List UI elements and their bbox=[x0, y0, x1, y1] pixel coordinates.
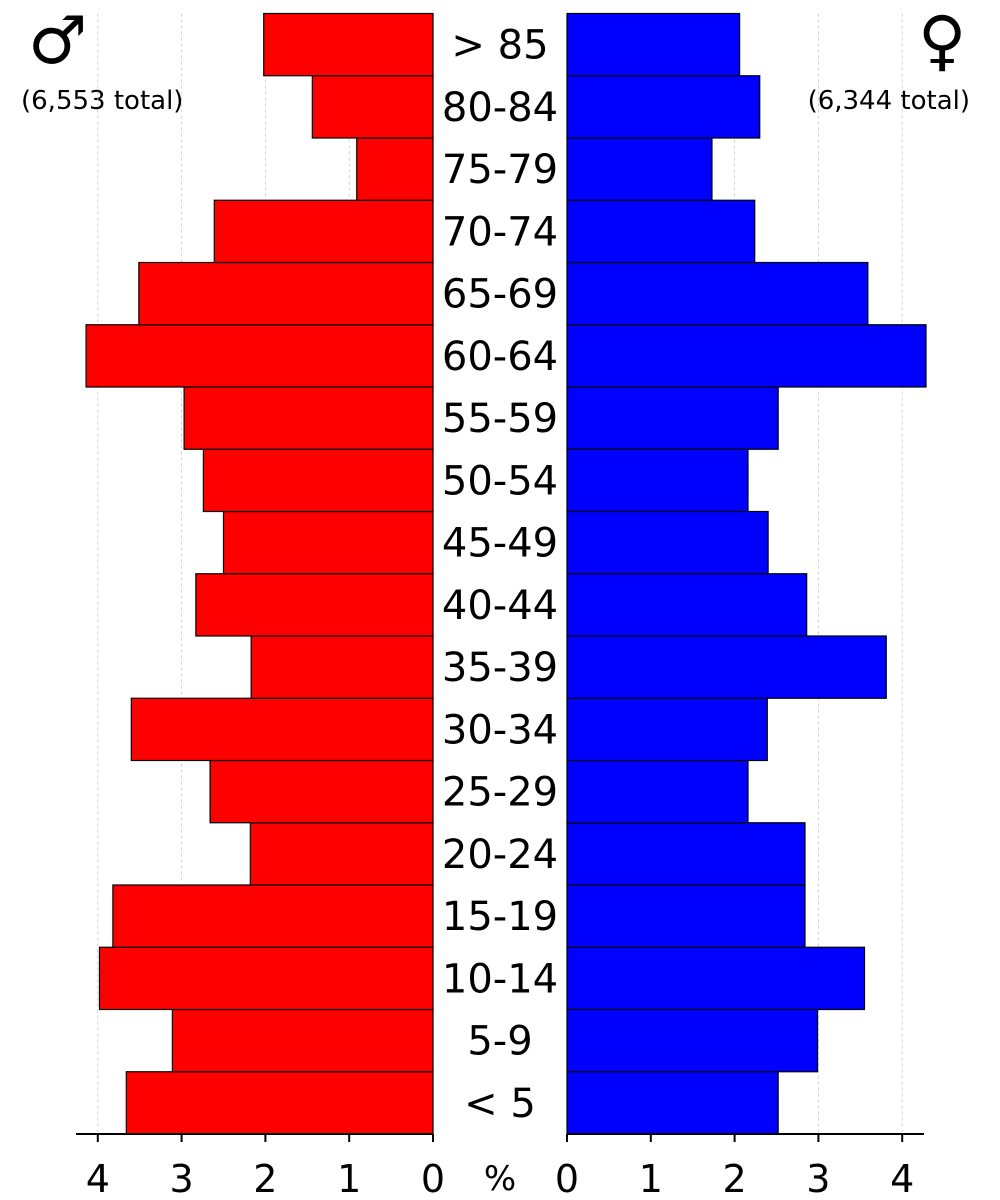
female-bar bbox=[566, 946, 866, 1011]
x-tick-label: 2 bbox=[723, 1157, 747, 1200]
age-group-label: 10-14 bbox=[442, 956, 558, 1002]
x-tick-label: 0 bbox=[421, 1157, 445, 1200]
age-group-label: 25-29 bbox=[442, 770, 558, 816]
male-bar bbox=[356, 137, 434, 201]
female-bar bbox=[566, 635, 887, 699]
female-bar bbox=[566, 573, 808, 637]
age-group-label: 5-9 bbox=[467, 1019, 532, 1065]
female-total-label: (6,344 total) bbox=[807, 86, 970, 116]
female-bar bbox=[566, 261, 869, 326]
female-bar bbox=[566, 697, 768, 762]
x-tick-label: 1 bbox=[639, 1157, 663, 1200]
age-group-label: 80-84 bbox=[442, 85, 558, 131]
age-group-label: 70-74 bbox=[442, 209, 558, 255]
male-total-label: (6,553 total) bbox=[21, 86, 184, 116]
female-bar bbox=[566, 759, 749, 824]
female-bar bbox=[566, 137, 713, 201]
female-bar bbox=[566, 75, 761, 139]
x-tick-label: 3 bbox=[806, 1157, 830, 1200]
male-bar bbox=[112, 884, 434, 948]
female-bar bbox=[566, 12, 741, 77]
male-bar bbox=[138, 261, 434, 326]
age-group-label: 60-64 bbox=[442, 334, 558, 380]
age-group-label: 15-19 bbox=[442, 894, 558, 940]
female-symbol-icon: ♀ bbox=[918, 2, 967, 79]
male-bar bbox=[202, 448, 434, 513]
age-group-label: 65-69 bbox=[442, 272, 558, 318]
age-group-label: < 5 bbox=[464, 1081, 536, 1127]
age-group-label: 35-39 bbox=[442, 645, 558, 691]
male-bar bbox=[311, 75, 434, 139]
age-group-label: 40-44 bbox=[442, 583, 558, 629]
male-bar bbox=[85, 324, 434, 388]
female-bar bbox=[566, 1008, 819, 1073]
male-bar bbox=[249, 822, 434, 886]
x-tick-label: 4 bbox=[86, 1157, 110, 1200]
male-bar bbox=[195, 573, 434, 637]
x-tick-label: 4 bbox=[890, 1157, 914, 1200]
female-bar bbox=[566, 1071, 779, 1135]
age-group-label: 30-34 bbox=[442, 707, 558, 753]
male-bar bbox=[263, 12, 434, 77]
age-group-label: 20-24 bbox=[442, 832, 558, 878]
age-group-label: > 85 bbox=[451, 23, 548, 69]
male-bar bbox=[213, 199, 434, 264]
male-bar bbox=[98, 946, 434, 1011]
x-axis-unit-label: % bbox=[484, 1159, 516, 1199]
male-bar bbox=[209, 759, 434, 824]
x-tick-label: 3 bbox=[170, 1157, 194, 1200]
male-bar bbox=[183, 386, 434, 450]
age-group-label: 45-49 bbox=[442, 521, 558, 567]
x-tick-label: 2 bbox=[253, 1157, 277, 1200]
age-group-label: 55-59 bbox=[442, 396, 558, 442]
female-bar bbox=[566, 386, 779, 450]
male-bar bbox=[222, 510, 434, 575]
age-group-label: 50-54 bbox=[442, 458, 558, 504]
female-bar bbox=[566, 448, 749, 513]
female-bar bbox=[566, 324, 927, 388]
male-bar bbox=[171, 1008, 434, 1073]
male-bar bbox=[250, 635, 434, 699]
male-bar bbox=[125, 1071, 434, 1135]
male-bar bbox=[130, 697, 434, 762]
female-bar bbox=[566, 199, 756, 264]
male-symbol-icon: ♂ bbox=[28, 2, 88, 79]
female-bar bbox=[566, 822, 806, 886]
x-tick-label: 1 bbox=[337, 1157, 361, 1200]
female-bar bbox=[566, 884, 806, 948]
age-group-label: 75-79 bbox=[442, 147, 558, 193]
x-tick-label: 0 bbox=[555, 1157, 579, 1200]
female-bar bbox=[566, 510, 769, 575]
